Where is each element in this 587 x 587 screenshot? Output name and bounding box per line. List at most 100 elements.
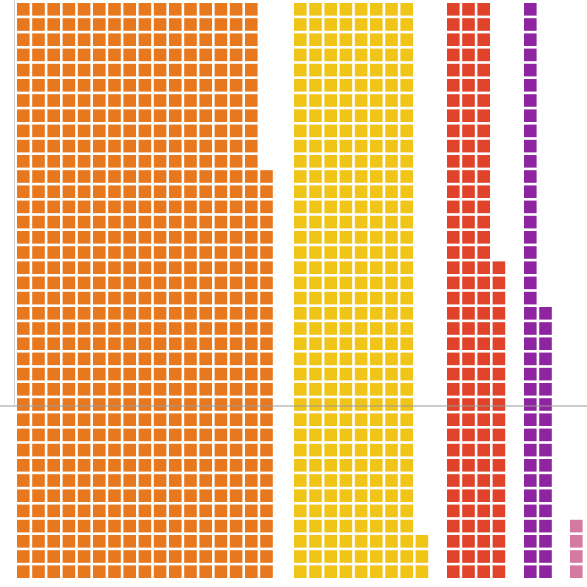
waffle-square-orange [47, 459, 60, 472]
waffle-square-orange [214, 33, 228, 46]
waffle-square-orange [93, 291, 106, 305]
waffle-square-yellow [339, 443, 353, 457]
waffle-square-orange [169, 79, 182, 92]
waffle-square-yellow [385, 352, 398, 366]
waffle-square-orange [199, 535, 212, 548]
waffle-square-yellow [354, 18, 368, 31]
waffle-square-purple [539, 519, 552, 533]
waffle-square-yellow [370, 519, 383, 533]
waffle-square-orange [214, 398, 228, 411]
waffle-square-orange [153, 550, 167, 563]
waffle-square-orange [123, 322, 136, 335]
waffle-square-orange [214, 443, 228, 457]
waffle-square-orange [199, 367, 212, 381]
waffle-square-orange [93, 63, 106, 77]
waffle-square-yellow [294, 565, 307, 578]
waffle-square-orange [32, 428, 45, 442]
waffle-square-yellow [324, 139, 337, 153]
waffle-square-orange [184, 246, 197, 259]
waffle-square-orange [77, 504, 91, 518]
waffle-square-orange [245, 231, 258, 244]
waffle-square-orange [169, 48, 182, 62]
waffle-square-orange [153, 443, 167, 457]
waffle-square-orange [169, 261, 182, 274]
waffle-square-orange [169, 109, 182, 122]
waffle-square-orange [245, 535, 258, 548]
waffle-square-orange [169, 185, 182, 198]
waffle-square-orange [32, 337, 45, 350]
waffle-square-yellow [400, 261, 413, 274]
waffle-square-yellow [354, 185, 368, 198]
waffle-square-yellow [309, 200, 322, 214]
waffle-square-orange [77, 18, 91, 31]
waffle-square-yellow [324, 48, 337, 62]
waffle-square-orange [229, 261, 243, 274]
waffle-square-yellow [400, 246, 413, 259]
waffle-square-orange [138, 367, 152, 381]
waffle-square-purple [524, 519, 537, 533]
waffle-square-orange [260, 519, 273, 533]
waffle-square-yellow [324, 352, 337, 366]
waffle-square-orange [138, 398, 152, 411]
waffle-square-orange [123, 155, 136, 168]
waffle-square-yellow [385, 322, 398, 335]
waffle-square-yellow [385, 94, 398, 107]
waffle-square-orange [260, 185, 273, 198]
waffle-square-purple [524, 109, 537, 122]
waffle-square-orange [108, 291, 121, 305]
waffle-square-red [477, 79, 490, 92]
waffle-square-orange [17, 3, 30, 16]
waffle-square-orange [108, 139, 121, 153]
waffle-square-orange [108, 443, 121, 457]
waffle-square-yellow [339, 3, 353, 16]
waffle-square-orange [47, 307, 60, 320]
waffle-square-orange [77, 307, 91, 320]
waffle-square-orange [169, 307, 182, 320]
waffle-square-orange [184, 367, 197, 381]
waffle-square-yellow [339, 276, 353, 290]
waffle-square-red [447, 79, 460, 92]
waffle-square-orange [245, 246, 258, 259]
waffle-square-pink [570, 535, 583, 548]
waffle-square-orange [153, 337, 167, 350]
waffle-square-orange [32, 3, 45, 16]
waffle-square-yellow [400, 474, 413, 487]
waffle-square-orange [214, 489, 228, 502]
waffle-square-orange [214, 535, 228, 548]
waffle-square-orange [138, 48, 152, 62]
waffle-square-yellow [354, 63, 368, 77]
waffle-square-purple [539, 550, 552, 563]
waffle-square-yellow [354, 337, 368, 350]
waffle-square-orange [93, 109, 106, 122]
waffle-square-orange [153, 474, 167, 487]
waffle-square-yellow [309, 215, 322, 229]
waffle-square-yellow [400, 48, 413, 62]
waffle-square-orange [17, 231, 30, 244]
waffle-square-orange [17, 33, 30, 46]
waffle-square-purple [524, 63, 537, 77]
waffle-square-orange [108, 398, 121, 411]
waffle-square-orange [153, 352, 167, 366]
waffle-square-orange [47, 94, 60, 107]
waffle-square-yellow [370, 504, 383, 518]
waffle-square-orange [199, 443, 212, 457]
waffle-square-orange [123, 307, 136, 320]
waffle-square-orange [93, 443, 106, 457]
waffle-square-orange [62, 63, 76, 77]
waffle-square-orange [169, 474, 182, 487]
waffle-square-orange [199, 94, 212, 107]
waffle-square-red [492, 443, 506, 457]
waffle-square-orange [138, 124, 152, 138]
waffle-square-red [462, 504, 475, 518]
waffle-square-red [492, 322, 506, 335]
waffle-square-orange [17, 18, 30, 31]
waffle-square-orange [77, 367, 91, 381]
waffle-square-orange [93, 231, 106, 244]
waffle-square-orange [47, 3, 60, 16]
waffle-square-yellow [370, 48, 383, 62]
waffle-square-orange [108, 565, 121, 578]
waffle-square-yellow [385, 215, 398, 229]
waffle-square-orange [138, 291, 152, 305]
waffle-square-red [462, 322, 475, 335]
waffle-square-orange [153, 3, 167, 16]
